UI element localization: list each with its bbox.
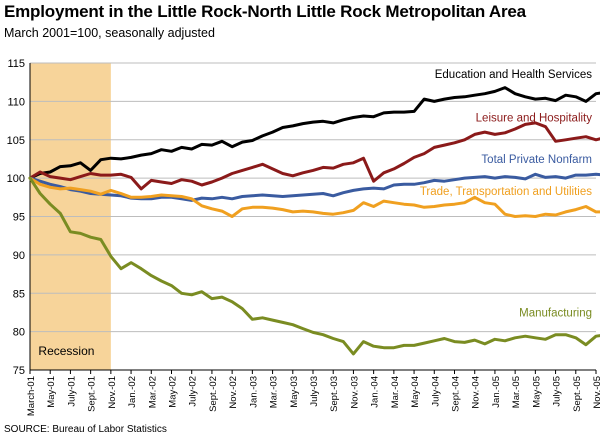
x-tick-label: Jan.-04	[370, 376, 381, 408]
x-tick-label: Jan.-05	[491, 376, 502, 408]
x-tick-label: Sept.-04	[451, 376, 462, 412]
x-tick-label: Sept.-02	[208, 376, 219, 412]
series-label: Manufacturing	[519, 308, 592, 320]
series-label: Education and Health Services	[435, 69, 593, 81]
x-tick-label: Mar.-03	[269, 376, 280, 408]
x-tick-label: July-01	[66, 376, 77, 407]
series-line	[28, 176, 600, 356]
series-label: Leisure and Hospitality	[476, 112, 593, 124]
x-tick-label: July-04	[430, 376, 441, 407]
series-line	[28, 176, 600, 218]
chart-subtitle: March 2001=100, seasonally adjusted	[4, 26, 215, 40]
x-tick-label: Nov.-03	[349, 376, 360, 409]
x-tick-label: March-01	[26, 376, 37, 416]
x-tick-label: July-02	[188, 376, 199, 407]
x-tick-label: Mar.-05	[511, 376, 522, 408]
recession-label: Recession	[38, 344, 94, 358]
y-tick-label: 115	[7, 58, 25, 70]
x-tick-label: Mar.-02	[147, 376, 158, 408]
series-label: Total Private Nonfarm	[481, 154, 592, 166]
x-tick-label: Sept.-03	[329, 376, 340, 412]
x-tick-label: Nov.-04	[471, 376, 482, 409]
y-tick-label: 100	[7, 173, 25, 185]
x-tick-label: July-05	[552, 376, 563, 407]
y-tick-label: 95	[13, 212, 25, 224]
x-tick-label: Nov.-01	[107, 376, 118, 409]
y-tick-label: 80	[13, 327, 25, 339]
y-tick-label: 75	[13, 365, 25, 377]
x-tick-label: Jan.-02	[127, 376, 138, 408]
x-tick-label: May-01	[46, 376, 57, 408]
x-tick-label: Mar.-04	[390, 376, 401, 408]
source-note: SOURCE: Bureau of Labor Statistics	[4, 424, 167, 435]
series-line	[28, 121, 600, 191]
x-tick-label: Sept.-05	[572, 376, 583, 412]
x-tick-label: July-03	[309, 376, 320, 407]
x-tick-label: May-03	[289, 376, 300, 408]
x-tick-label: Nov.-02	[228, 376, 239, 409]
y-tick-label: 110	[7, 96, 25, 108]
x-tick-label: Jan.-03	[248, 376, 259, 408]
x-tick-label: May-04	[410, 376, 421, 408]
y-tick-label: 90	[13, 250, 25, 262]
x-tick-label: May-05	[531, 376, 542, 408]
x-tick-label: May-02	[168, 376, 179, 408]
x-tick-label: Nov.-05	[592, 376, 600, 409]
series-label: Trade, Transportation and Utilities	[420, 186, 592, 198]
y-tick-label: 85	[13, 288, 25, 300]
y-tick-label: 105	[7, 135, 25, 147]
chart-title: Employment in the Little Rock-North Litt…	[4, 2, 526, 21]
series-line	[28, 86, 600, 180]
x-tick-label: Sept.-01	[87, 376, 98, 412]
